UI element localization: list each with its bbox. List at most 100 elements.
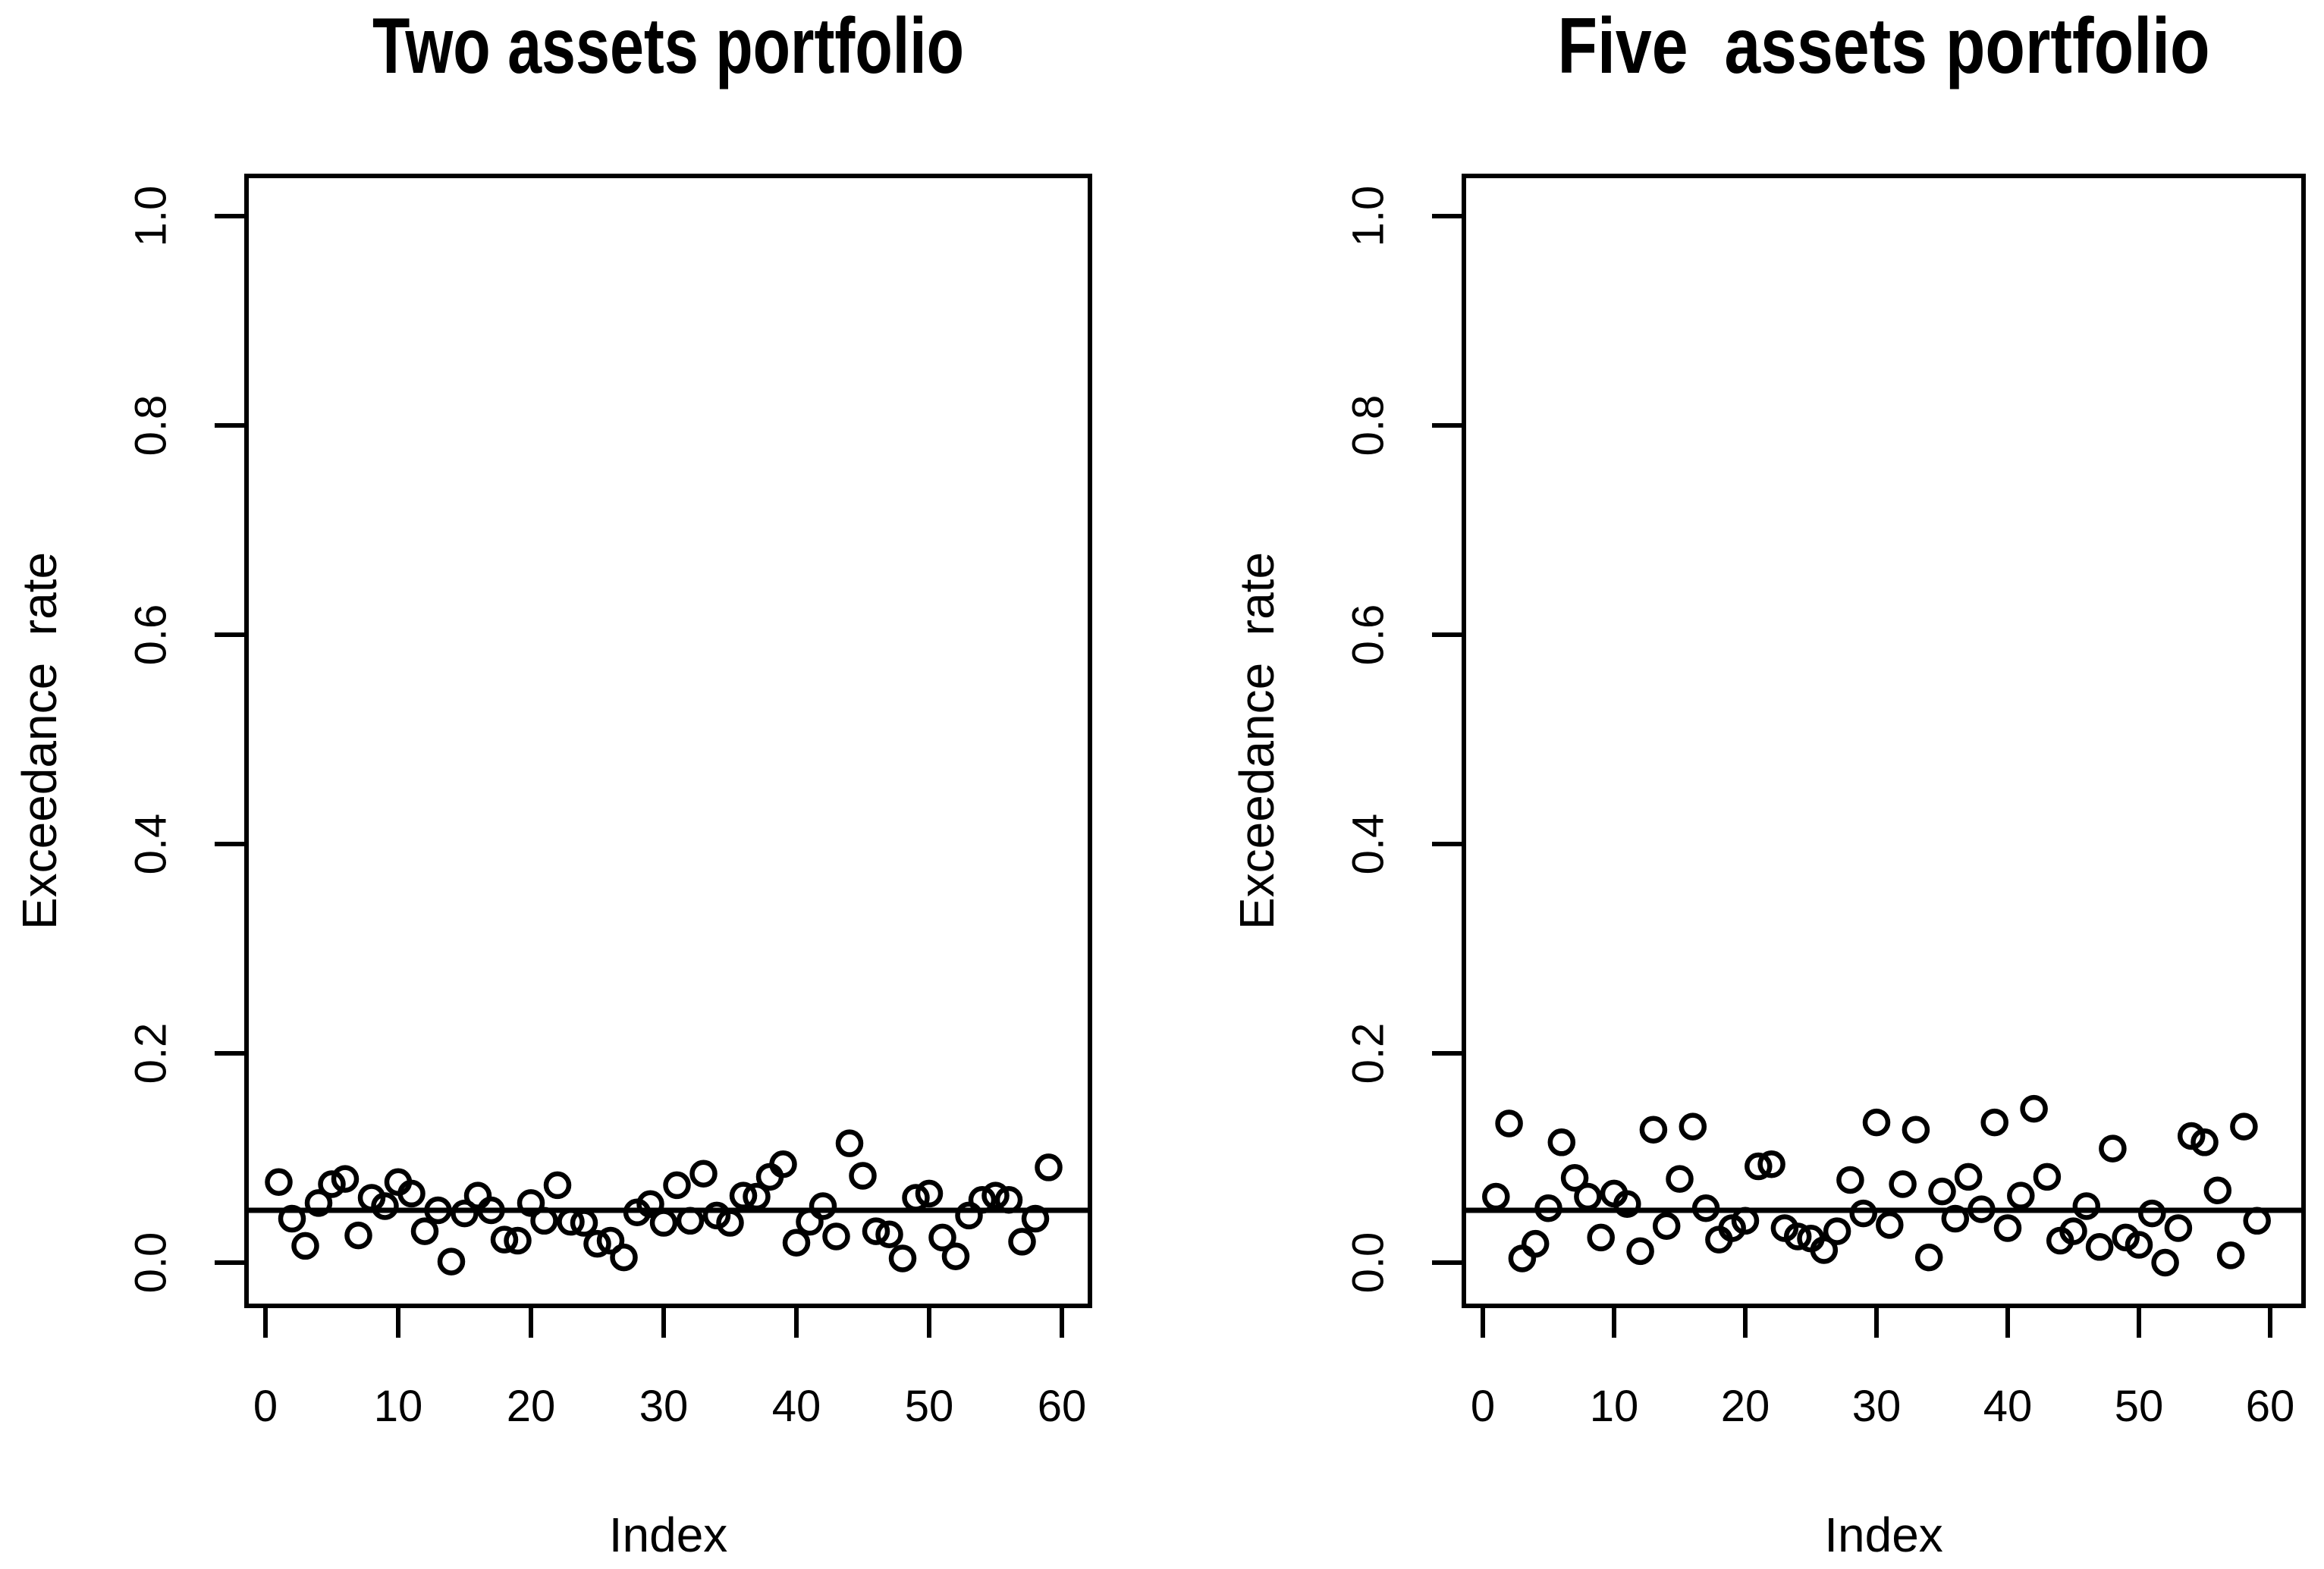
scatter-point	[1639, 1116, 1668, 1144]
y-tick-label: 0.8	[1344, 395, 1393, 457]
scatter-point	[1902, 1116, 1930, 1144]
scatter-point	[610, 1243, 638, 1272]
scatter-point	[1968, 1195, 1996, 1223]
scatter-point	[1547, 1128, 1576, 1156]
scatter-point	[2125, 1231, 2153, 1259]
scatter-point	[477, 1196, 505, 1225]
scatter-point	[583, 1229, 611, 1258]
scatter-point	[570, 1209, 598, 1237]
scatter-point	[729, 1181, 758, 1210]
scatter-point	[1495, 1109, 1523, 1138]
scatter-point	[902, 1184, 930, 1212]
scatter-point	[1035, 1153, 1063, 1181]
scatter-point	[596, 1226, 625, 1255]
x-tick-label: 30	[639, 1382, 689, 1431]
scatter-point	[1993, 1214, 2022, 1242]
y-tick-label: 0.0	[127, 1232, 176, 1294]
scatter-point	[2033, 1163, 2062, 1191]
right-y-axis-label: Exceedance rate	[1230, 552, 1284, 930]
scatter-point	[968, 1185, 997, 1214]
scatter-point	[2007, 1181, 2035, 1210]
scatter-point	[1980, 1108, 2008, 1137]
two-assets-plot: Two assets portfolio Index Exceedance ra…	[12, 2, 1092, 1562]
scatter-point	[490, 1225, 519, 1254]
scatter-point	[1521, 1229, 1550, 1258]
x-tick-label: 20	[507, 1382, 556, 1431]
scatter-point	[1574, 1182, 1602, 1211]
scatter-point	[689, 1159, 718, 1188]
scatter-point	[2151, 1248, 2179, 1277]
scatter-point	[862, 1217, 890, 1245]
scatter-point	[2059, 1217, 2087, 1245]
scatter-point	[1652, 1212, 1681, 1240]
scatter-point	[1823, 1217, 1851, 1245]
scatter-point	[1889, 1170, 1917, 1198]
x-tick-label: 40	[1983, 1382, 2033, 1431]
x-tick-label: 60	[2246, 1382, 2295, 1431]
scatter-point	[371, 1192, 399, 1220]
scatter-point	[1587, 1223, 1615, 1252]
scatter-point	[1534, 1194, 1562, 1222]
scatter-point	[543, 1171, 572, 1200]
scatter-point	[2177, 1122, 2206, 1150]
scatter-point	[663, 1171, 691, 1200]
scatter-point	[437, 1247, 466, 1276]
scatter-point	[2191, 1128, 2219, 1156]
scatter-point	[1626, 1237, 1654, 1266]
x-tick-label: 50	[2115, 1382, 2164, 1431]
y-tick-label: 0.2	[1344, 1023, 1393, 1084]
scatter-point	[1783, 1222, 1812, 1250]
scatter-point	[1021, 1204, 1050, 1233]
scatter-point	[1757, 1150, 1785, 1178]
scatter-point	[875, 1220, 903, 1248]
scatter-point	[530, 1207, 558, 1235]
scatter-point	[2164, 1214, 2193, 1242]
scatter-point	[2138, 1199, 2166, 1228]
scatter-point	[1745, 1152, 1773, 1181]
y-tick-label: 0.0	[1344, 1232, 1393, 1294]
left-plot-title: Two assets portfolio	[372, 2, 964, 90]
plot-box	[1462, 174, 2306, 1308]
scatter-point	[1482, 1182, 1510, 1211]
scatter-point	[331, 1165, 360, 1193]
scatter-point	[2243, 1207, 2271, 1235]
x-tick-label: 30	[1852, 1382, 1902, 1431]
scatter-point	[1941, 1204, 1970, 1233]
scatter-point	[809, 1192, 837, 1220]
right-x-axis-label: Index	[1824, 1508, 1943, 1562]
scatter-point	[304, 1189, 333, 1217]
scatter-point	[318, 1170, 346, 1198]
scatter-point	[941, 1242, 970, 1270]
y-tick-label: 0.6	[127, 604, 176, 666]
y-tick-label: 0.6	[1344, 604, 1393, 666]
scatter-point	[291, 1232, 319, 1260]
left-plot-area: 0 10 20 30 40 50 60 0.0 0.2 0.4 0.6 0.8 1.0	[127, 174, 1092, 1431]
scatter-point	[676, 1207, 705, 1235]
scatter-point	[2085, 1233, 2114, 1261]
scatter-point	[463, 1181, 492, 1210]
scatter-point	[1836, 1166, 1864, 1194]
scatter-point	[994, 1185, 1023, 1214]
scatter-point	[504, 1226, 532, 1255]
scatter-point	[1560, 1163, 1589, 1192]
y-tick-label: 0.4	[127, 814, 176, 875]
scatter-point	[2020, 1094, 2048, 1123]
scatter-point	[410, 1217, 439, 1245]
scatter-point	[1876, 1211, 1904, 1239]
scatter-point	[2230, 1112, 2258, 1141]
scatter-point	[1731, 1207, 1760, 1235]
y-tick-label: 1.0	[127, 186, 176, 247]
scatter-point	[769, 1150, 797, 1178]
scatter-point	[835, 1129, 864, 1157]
scatter-point	[796, 1207, 824, 1236]
x-tick-label: 40	[772, 1382, 821, 1431]
left-y-axis-label: Exceedance rate	[12, 552, 67, 930]
scatter-point	[928, 1223, 956, 1252]
scatter-point	[2072, 1192, 2101, 1220]
scatter-point	[981, 1181, 1010, 1210]
scatter-point	[716, 1209, 744, 1237]
x-tick-label: 10	[1590, 1382, 1639, 1431]
scatter-point	[955, 1201, 983, 1230]
